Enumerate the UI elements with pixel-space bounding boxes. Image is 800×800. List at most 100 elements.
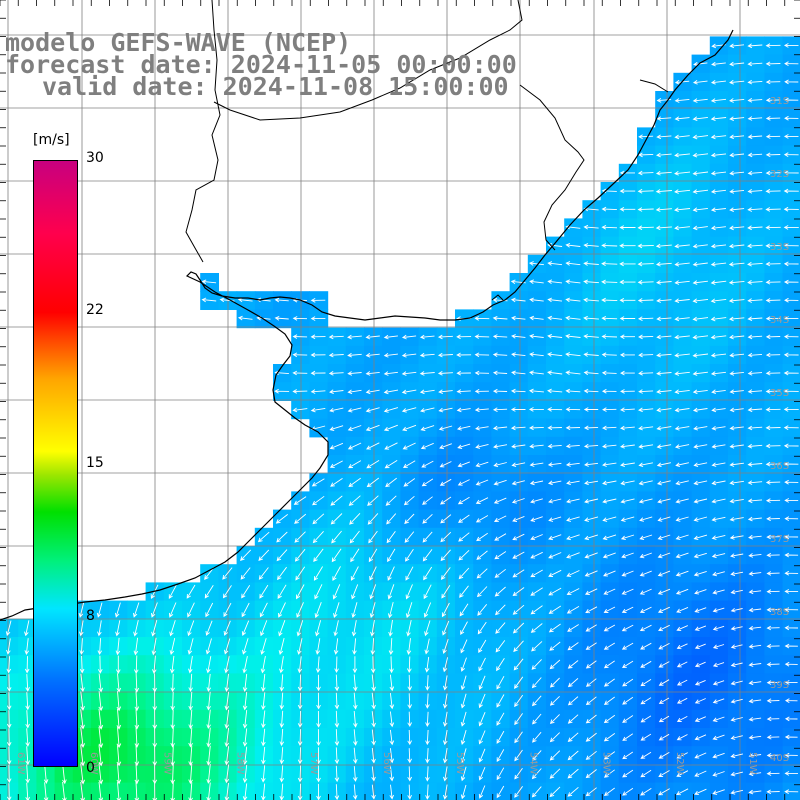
wind-arrow (495, 604, 506, 616)
wind-arrow (460, 784, 467, 800)
wind-arrow (766, 643, 780, 649)
wind-arrow (694, 643, 706, 650)
wind-arrow (25, 782, 31, 800)
wind-arrow (712, 716, 725, 722)
wind-arrow (784, 570, 799, 576)
wind-arrow (512, 622, 525, 634)
wind-arrow (566, 606, 580, 614)
wind-arrow (766, 698, 780, 704)
wind-arrow (747, 280, 763, 285)
wind-arrow (494, 551, 507, 560)
wind-arrow (316, 674, 321, 692)
wind-arrow (352, 747, 358, 764)
country-border (185, 0, 669, 301)
wind-arrow (747, 298, 763, 303)
wind-arrow (456, 389, 471, 394)
wind-arrow (766, 534, 780, 540)
wind-arrow (529, 315, 544, 321)
wind-arrow (674, 189, 691, 194)
wind-arrow (478, 657, 486, 672)
wind-arrow (419, 352, 435, 358)
wind-arrow (566, 552, 580, 559)
wind-arrow (566, 570, 580, 577)
wind-arrow (658, 679, 670, 686)
wind-arrow (403, 495, 415, 506)
wind-arrow (747, 170, 763, 176)
wind-arrow (712, 680, 725, 686)
wind-arrow (315, 638, 321, 655)
wind-arrow (783, 43, 799, 48)
wind-arrow (366, 460, 380, 469)
wind-arrow (494, 586, 506, 597)
wind-arrow (513, 658, 524, 671)
wind-arrow (495, 640, 506, 653)
wind-arrow (530, 605, 543, 615)
wind-arrow (710, 298, 727, 304)
wind-arrow (728, 316, 745, 322)
wind-arrow (619, 334, 635, 339)
wind-arrow (712, 752, 725, 759)
wind-arrow (747, 61, 763, 67)
wind-arrow (710, 207, 726, 213)
wind-arrow (711, 462, 726, 467)
wind-arrow (442, 657, 449, 673)
wind-arrow (711, 444, 726, 449)
wind-arrow (658, 770, 670, 777)
wind-arrow (747, 207, 763, 212)
wind-arrow (784, 589, 799, 594)
wind-arrow (655, 243, 672, 249)
wind-arrow (692, 225, 708, 231)
wind-arrow (260, 620, 268, 637)
wind-arrow (425, 693, 430, 709)
wind-arrow (442, 766, 448, 782)
wind-arrow (297, 729, 303, 747)
wind-arrow (585, 624, 597, 632)
wind-arrow (729, 170, 745, 176)
wind-arrow (292, 370, 308, 376)
wind-arrow (383, 371, 398, 376)
wind-arrow (531, 695, 542, 707)
wind-arrow (765, 134, 781, 139)
wind-arrow (622, 660, 634, 668)
wind-arrow (548, 587, 562, 596)
wind-arrow (710, 225, 726, 231)
wind-arrow (114, 602, 121, 618)
wind-arrow (242, 656, 248, 674)
wind-arrow (729, 425, 744, 431)
wind-arrow (278, 620, 286, 637)
wind-arrow (601, 352, 617, 358)
wind-arrow (747, 316, 763, 322)
wind-arrow (134, 673, 140, 693)
wind-arrow (712, 662, 725, 668)
wind-arrow (655, 170, 672, 176)
wind-arrow (407, 729, 413, 746)
wind-arrow (784, 479, 799, 485)
wind-arrow (765, 116, 781, 121)
wind-arrow (224, 746, 230, 766)
wind-arrow (401, 389, 417, 395)
wind-arrow (292, 334, 308, 339)
wind-arrow (492, 407, 508, 413)
wind-arrow (242, 783, 248, 800)
wind-arrow (655, 207, 672, 212)
wind-arrow (402, 442, 416, 450)
wind-arrow (456, 352, 472, 358)
wind-arrow (655, 189, 672, 194)
wind-arrow (532, 713, 542, 725)
wind-arrow (694, 770, 707, 777)
wind-arrow (765, 498, 781, 503)
wind-arrow (747, 480, 763, 485)
wind-arrow (549, 714, 560, 725)
wind-arrow (514, 731, 523, 744)
wind-arrow (460, 748, 467, 764)
wind-arrow (314, 584, 323, 600)
wind-arrow (692, 389, 708, 395)
wind-arrow (6, 710, 12, 729)
wind-arrow (188, 691, 193, 711)
wind-arrow (656, 371, 672, 376)
wind-arrow (492, 334, 508, 339)
wind-arrow (602, 534, 617, 541)
wind-arrow (475, 497, 489, 504)
wind-arrow (151, 655, 157, 674)
wind-arrow (388, 638, 394, 656)
